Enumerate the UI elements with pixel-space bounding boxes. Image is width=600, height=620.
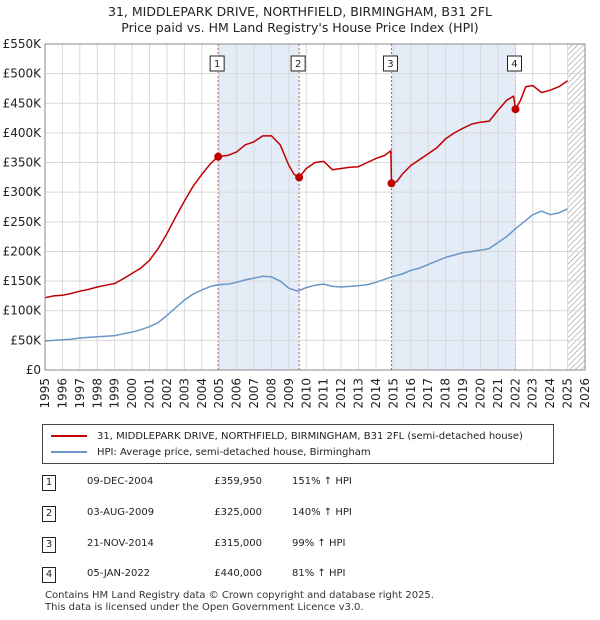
- x-tick-label: 2004: [195, 378, 209, 409]
- x-tick-label: 2001: [143, 378, 157, 409]
- hatched-region: [567, 44, 585, 370]
- y-tick-label: £50K: [10, 333, 42, 347]
- marker-label: 4: [511, 59, 517, 70]
- legend-label-hpi: HPI: Average price, semi-detached house,…: [97, 446, 371, 458]
- x-tick-label: 1999: [108, 378, 122, 409]
- footer: Contains HM Land Registry data © Crown c…: [45, 590, 434, 614]
- sale-number: 3: [42, 537, 56, 553]
- legend-item-property: 31, MIDDLEPARK DRIVE, NORTHFIELD, BIRMIN…: [51, 428, 523, 444]
- chart-title: 31, MIDDLEPARK DRIVE, NORTHFIELD, BIRMIN…: [108, 4, 492, 19]
- sale-point: [295, 173, 304, 182]
- sale-number: 4: [42, 567, 56, 583]
- series-line-hpi: [44, 208, 568, 342]
- x-tick-label: 2026: [578, 378, 592, 409]
- sale-price: £315,000: [214, 538, 262, 549]
- marker-label: 3: [387, 59, 393, 70]
- x-tick-label: 2000: [125, 378, 139, 409]
- series-line-property: [44, 80, 569, 299]
- sale-date: 05-JAN-2022: [87, 568, 151, 579]
- marker-label-box: [382, 55, 398, 72]
- legend: 31, MIDDLEPARK DRIVE, NORTHFIELD, BIRMIN…: [42, 424, 554, 464]
- sale-hpi-change: 151% ↑ HPI: [292, 476, 352, 487]
- y-tick-label: £350K: [3, 156, 43, 170]
- marker-label: 1: [214, 59, 220, 70]
- x-tick-label: 2024: [543, 378, 557, 409]
- x-tick-label: 2023: [526, 378, 540, 409]
- x-tick-label: 2018: [439, 378, 453, 409]
- sale-hpi-change: 81% ↑ HPI: [292, 568, 346, 579]
- sale-number: 1: [42, 475, 56, 491]
- y-tick-label: £150K: [3, 274, 43, 288]
- x-tick-label: 2015: [386, 378, 400, 409]
- y-tick-label: £500K: [3, 67, 43, 81]
- x-tick-label: 2005: [212, 378, 226, 409]
- y-tick-label: £250K: [3, 215, 43, 229]
- marker-label-box: [506, 55, 522, 72]
- price-chart: 1 2 3 4 £0 £50K £100K £150K £200K £250K £300K £350…: [3, 37, 592, 409]
- x-tick-label: 2006: [230, 378, 244, 409]
- x-tick-label: 2020: [473, 378, 487, 409]
- sale-date: 03-AUG-2009: [87, 507, 155, 518]
- x-tick-label: 2022: [508, 378, 522, 409]
- sale-price: £359,950: [214, 476, 262, 487]
- marker-label: 2: [295, 59, 301, 70]
- x-tick-label: 1995: [38, 378, 52, 409]
- sale-date: 09-DEC-2004: [87, 476, 154, 487]
- shaded-range: [218, 44, 300, 370]
- y-tick-label: £400K: [3, 126, 43, 140]
- marker-label-box: [290, 55, 306, 72]
- x-tick-label: 2017: [421, 378, 435, 409]
- y-tick-label: £450K: [3, 96, 43, 110]
- sale-price: £440,000: [214, 568, 262, 579]
- sale-hpi-change: 140% ↑ HPI: [292, 507, 352, 518]
- sale-date: 21-NOV-2014: [87, 538, 154, 549]
- sale-number: 2: [42, 506, 56, 522]
- x-tick-label: 2011: [317, 378, 331, 409]
- x-tick-label: 2016: [404, 378, 418, 409]
- legend-item-hpi: HPI: Average price, semi-detached house,…: [51, 444, 371, 460]
- x-tick-label: 2012: [334, 378, 348, 409]
- footer-copyright: Contains HM Land Registry data © Crown c…: [45, 590, 434, 601]
- y-tick-label: £550K: [3, 37, 43, 51]
- sale-point: [387, 179, 396, 188]
- footer-license: This data is licensed under the Open Gov…: [45, 602, 364, 613]
- x-tick-label: 1997: [73, 378, 87, 409]
- sale-price: £325,000: [214, 507, 262, 518]
- legend-swatch-property: [51, 435, 87, 437]
- y-tick-label: £100K: [3, 304, 43, 318]
- y-tick-label: £300K: [3, 185, 43, 199]
- x-tick-label: 2019: [456, 378, 470, 409]
- x-tick-label: 2007: [247, 378, 261, 409]
- x-tick-label: 1998: [90, 378, 104, 409]
- legend-swatch-hpi: [51, 451, 87, 453]
- x-tick-label: 2010: [299, 378, 313, 409]
- x-tick-label: 2014: [369, 378, 383, 409]
- legend-label-property: 31, MIDDLEPARK DRIVE, NORTHFIELD, BIRMIN…: [97, 430, 523, 442]
- x-tick-label: 1996: [55, 378, 69, 409]
- y-tick-label: £200K: [3, 244, 43, 258]
- sale-point: [214, 152, 223, 161]
- shaded-range: [391, 44, 516, 370]
- y-tick-label: £0: [26, 363, 41, 377]
- sale-point: [511, 105, 520, 114]
- x-tick-label: 2002: [160, 378, 174, 409]
- x-tick-label: 2025: [561, 378, 575, 409]
- x-tick-label: 2008: [264, 378, 278, 409]
- x-tick-label: 2003: [177, 378, 191, 409]
- sale-hpi-change: 99% ↑ HPI: [292, 538, 346, 549]
- x-tick-label: 2009: [282, 378, 296, 409]
- plot-frame: [44, 43, 586, 371]
- marker-label-box: [209, 55, 225, 72]
- x-tick-label: 2021: [491, 378, 505, 409]
- chart-subtitle: Price paid vs. HM Land Registry's House …: [121, 20, 479, 35]
- x-tick-label: 2013: [352, 378, 366, 409]
